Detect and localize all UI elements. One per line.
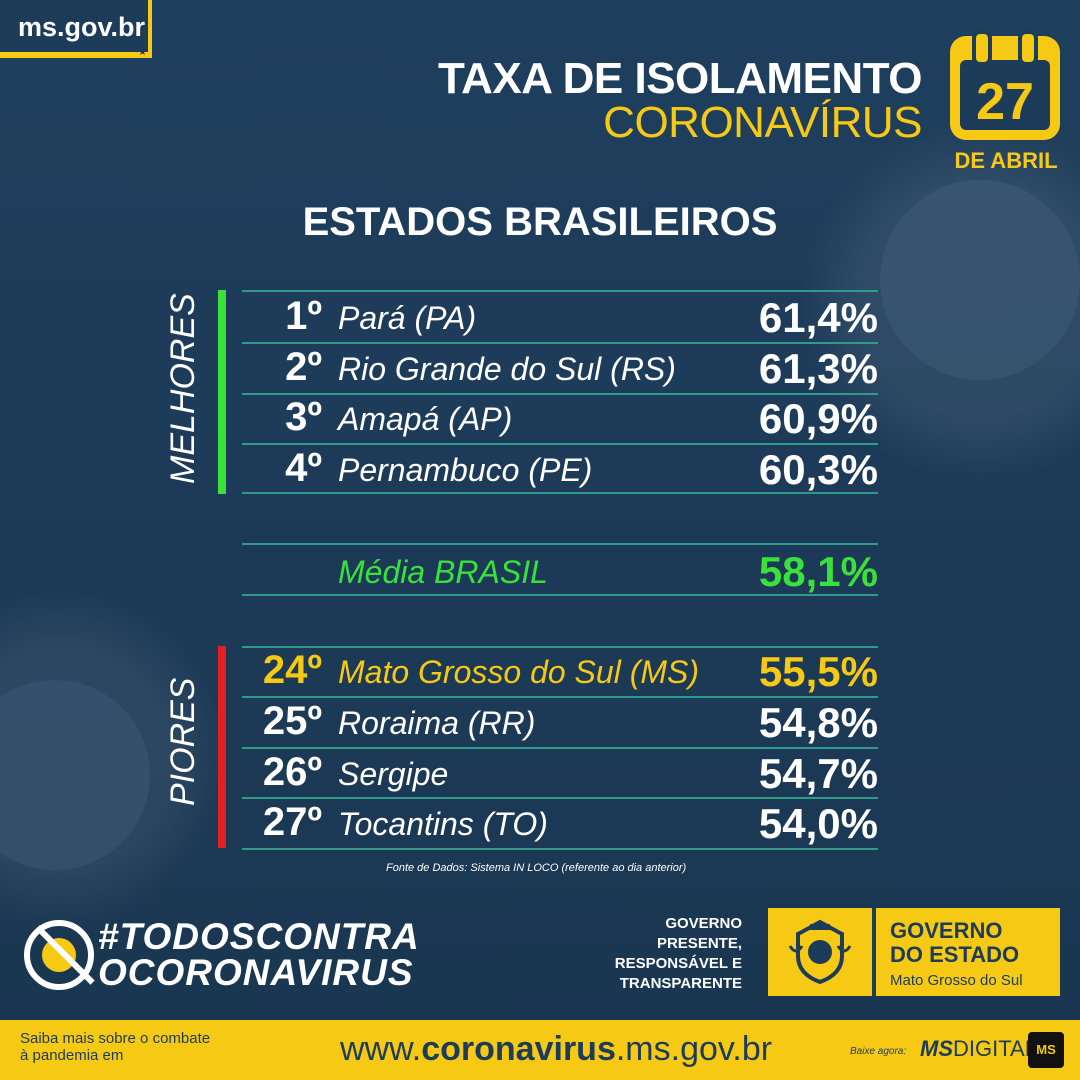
rate-value: 61,4% xyxy=(758,294,878,341)
divider xyxy=(242,492,878,494)
average-value: 58,1% xyxy=(758,548,878,595)
rank: 26º xyxy=(262,750,322,794)
state-name: Amapá (AP) xyxy=(338,401,513,437)
divider xyxy=(242,543,878,545)
average-label: Média BRASIL xyxy=(338,554,548,590)
best-label: MELHORES xyxy=(164,293,202,484)
footer-url-link[interactable]: www.coronavirus.ms.gov.br xyxy=(340,1030,773,1068)
campaign-line2: OCORONAVIRUS xyxy=(98,952,414,993)
table-row: 2º Rio Grande do Sul (RS) 61,3% xyxy=(242,343,878,393)
state-name: Roraima (RR) xyxy=(338,705,536,741)
state-name: Tocantins (TO) xyxy=(338,806,548,842)
rank: 24º xyxy=(262,648,322,692)
table-row: 26º Sergipe 54,7% xyxy=(242,748,878,798)
app-name[interactable]: MSDIGITAL xyxy=(920,1036,1037,1061)
state-name: Sergipe xyxy=(338,756,449,792)
state-name: Pernambuco (PE) xyxy=(338,452,593,488)
divider xyxy=(242,696,878,698)
state-name: Pará (PA) xyxy=(338,300,477,336)
rank: 2º xyxy=(285,345,322,389)
virus-decoration xyxy=(880,180,1080,380)
worst-label: PIORES xyxy=(164,677,202,806)
state-name: Rio Grande do Sul (RS) xyxy=(338,351,676,387)
calendar-ring xyxy=(1018,30,1038,66)
divider xyxy=(242,290,878,292)
gov-logo-line3: Mato Grosso do Sul xyxy=(890,972,1023,989)
worst-bar xyxy=(218,646,226,848)
rank: 27º xyxy=(262,800,322,844)
calendar-ring xyxy=(972,30,992,66)
table-row: 1º Pará (PA) 61,4% xyxy=(242,292,878,342)
government-logo[interactable]: GOVERNO DO ESTADO Mato Grosso do Sul xyxy=(768,908,1060,996)
best-bar xyxy=(218,290,226,494)
title-line2: CORONAVÍRUS xyxy=(603,98,922,147)
campaign-line1: #TODOSCONTRA xyxy=(98,916,420,957)
gov-logo-line1: GOVERNO xyxy=(890,918,1003,943)
rate-value: 61,3% xyxy=(758,345,878,392)
divider xyxy=(242,848,878,850)
footer-info: Saiba mais sobre o combate à pandemia em xyxy=(20,1030,211,1064)
table-row: 24º Mato Grosso do Sul (MS) 55,5% xyxy=(242,646,878,696)
gov-slogan: GOVERNO PRESENTE, RESPONSÁVEL E TRANSPAR… xyxy=(614,915,742,992)
divider xyxy=(242,797,878,799)
app-badge-icon[interactable]: MS xyxy=(1028,1032,1064,1068)
rate-value: 55,5% xyxy=(758,648,878,695)
table-row: 4º Pernambuco (PE) 60,3% xyxy=(242,444,878,494)
divider xyxy=(242,747,878,749)
rate-value: 54,0% xyxy=(758,800,878,847)
data-source: Fonte de Dados: Sistema IN LOCO (referen… xyxy=(386,862,687,874)
footer: Saiba mais sobre o combate à pandemia em… xyxy=(0,1020,1080,1080)
rank: 25º xyxy=(262,699,322,743)
table-row: 3º Amapá (AP) 60,9% xyxy=(242,393,878,443)
crest-icon xyxy=(788,919,852,985)
divider xyxy=(242,393,878,395)
divider xyxy=(242,443,878,445)
rate-value: 60,9% xyxy=(758,395,878,442)
virus-decoration xyxy=(0,680,150,870)
rate-value: 60,3% xyxy=(758,446,878,493)
app-download-label: Baixe agora: xyxy=(850,1046,907,1057)
subtitle: ESTADOS BRASILEIROS xyxy=(302,200,778,244)
rank: 4º xyxy=(285,446,322,490)
rate-value: 54,8% xyxy=(758,699,878,746)
star-icon: ★ xyxy=(138,47,147,58)
state-name: Mato Grosso do Sul (MS) xyxy=(338,654,699,690)
site-tag[interactable]: ms.gov.br ★ xyxy=(0,0,152,58)
rate-value: 54,7% xyxy=(758,750,878,797)
rank: 1º xyxy=(285,294,322,338)
table-row: 27º Tocantins (TO) 54,0% xyxy=(242,798,878,848)
divider xyxy=(242,594,878,596)
no-virus-icon xyxy=(24,920,95,990)
table-row: 25º Roraima (RR) 54,8% xyxy=(242,697,878,747)
rank: 3º xyxy=(285,395,322,439)
divider xyxy=(242,342,878,344)
calendar-icon: 27 xyxy=(950,30,1060,140)
site-label: ms.gov.br xyxy=(18,12,146,42)
title-line1: TAXA DE ISOLAMENTO xyxy=(438,54,922,103)
calendar-month: DE ABRIL xyxy=(954,148,1058,173)
divider xyxy=(242,646,878,648)
calendar-day: 27 xyxy=(976,73,1034,131)
average-row: Média BRASIL 58,1% xyxy=(242,546,878,596)
gov-logo-line2: DO ESTADO xyxy=(890,942,1020,967)
